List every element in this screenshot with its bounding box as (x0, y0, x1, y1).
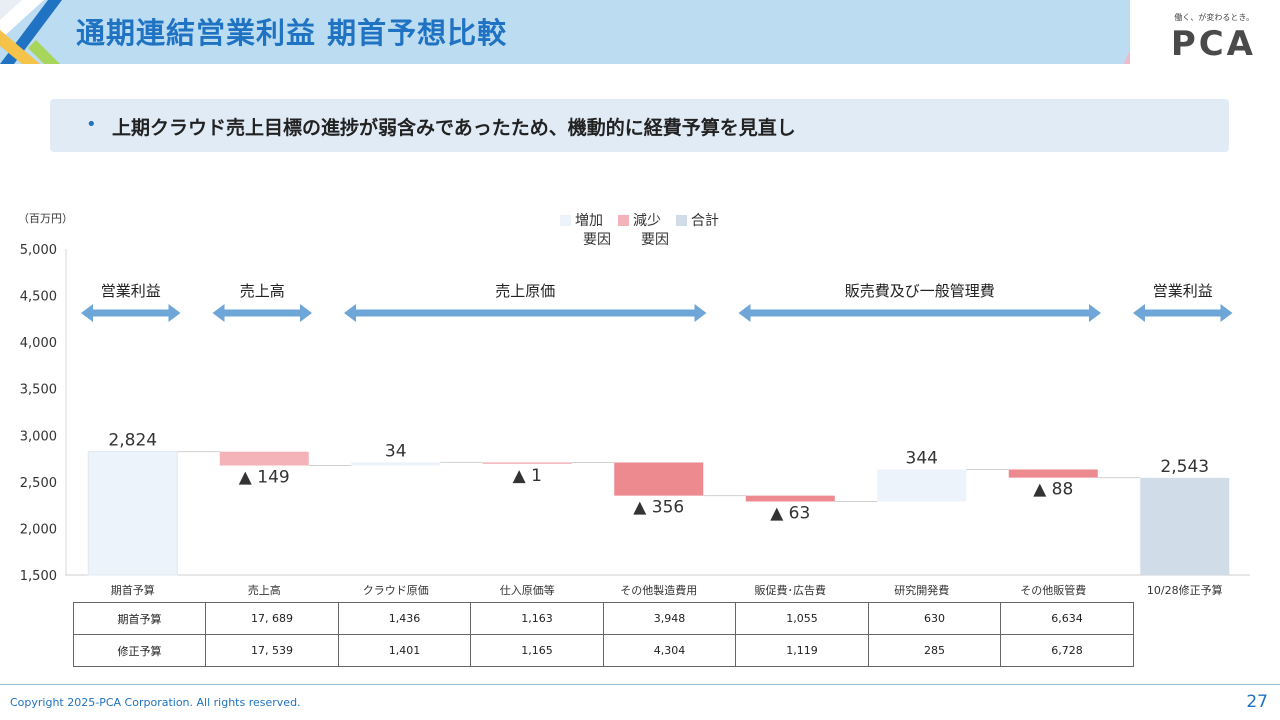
table-cell: 3,948 (603, 602, 736, 635)
data-label: 2,824 (108, 431, 157, 451)
table-cell: 1,119 (735, 634, 869, 667)
table-cell: 17, 689 (205, 602, 339, 635)
legend-sub-decrease: 要因 (641, 232, 669, 248)
bar-2 (351, 462, 441, 466)
category-label: 研究開発費 (894, 583, 949, 597)
group-label: 売上原価 (495, 282, 555, 300)
group-brackets: 営業利益 売上高 売上原価 販売費及び一般管理費 営業利益 (81, 282, 1233, 322)
legend-label-total: 合計 (691, 213, 719, 229)
category-label: クラウド原価 (363, 584, 429, 597)
summary-banner: • 上期クラウド売上目標の進捗が弱含みであったため、機動的に経費予算を見直し (50, 99, 1229, 152)
unit-label: （百万円） (18, 212, 73, 225)
group-label: 営業利益 (101, 282, 161, 300)
logo-area: 働く、が変わるとき。 PCA (1130, 0, 1280, 64)
data-label: ▲ 149 (239, 468, 290, 488)
group-arrow-icon (738, 304, 1101, 322)
table-cell: 17, 539 (205, 634, 339, 667)
legend-label-increase: 増加 (575, 213, 603, 229)
bar-3 (482, 462, 572, 464)
legend-swatch-total (676, 215, 687, 226)
bars: 2,824 ▲ 149 34 ▲ 1 ▲ 356 ▲ 63 344 ▲ 88 2,543 (87, 431, 1230, 576)
table-cell: 285 (868, 634, 1001, 667)
bar-0 (87, 451, 178, 576)
legend-sub-increase: 要因 (583, 232, 611, 248)
data-label: 34 (385, 441, 407, 461)
group-arrow-icon (212, 304, 312, 322)
legend-swatch-increase (560, 215, 571, 226)
table-cell: 6,634 (1000, 602, 1134, 635)
group-arrow-icon (344, 304, 707, 322)
y-tick-label: 5,000 (20, 243, 57, 258)
table-cell: 1,163 (470, 602, 604, 635)
category-label: 10/28修正予算 (1147, 583, 1223, 597)
category-label: その他製造費用 (620, 583, 697, 597)
bar-1 (219, 451, 309, 466)
table-cell: 1,055 (735, 602, 869, 635)
y-tick-label: 2,000 (20, 522, 57, 537)
page-title: 通期連結営業利益 期首予想比較 (76, 16, 508, 50)
group-arrow-icon (81, 304, 181, 322)
legend-item-increase: 増加 (560, 210, 603, 230)
legend-item-decrease: 減少 (618, 210, 661, 230)
bar-7 (1008, 469, 1098, 478)
bar-6 (877, 469, 967, 502)
page-number: 27 (1246, 692, 1268, 712)
row-header: 修正予算 (73, 634, 206, 667)
data-label: 2,543 (1160, 457, 1209, 477)
category-label: その他販管費 (1020, 583, 1086, 597)
bullet-icon: • (86, 114, 97, 135)
category-label: 売上高 (248, 583, 281, 597)
logo-tagline: 働く、が変わるとき。 (1174, 13, 1254, 22)
data-label: ▲ 63 (770, 504, 810, 524)
category-labels: 期首予算 売上高 クラウド原価 仕入原価等 その他製造費用 販促費･広告費 研究開発費 その他… (111, 583, 1223, 597)
copyright: Copyright 2025-PCA Corporation. All righ… (10, 696, 301, 709)
waterfall-chart: 1,500 2,000 2,500 3,000 3,500 4,000 4,500 5,000… (20, 243, 1250, 597)
table-cell: 4,304 (603, 634, 736, 667)
bar-5 (745, 495, 835, 502)
y-tick-label: 4,000 (20, 336, 57, 351)
group-label: 売上高 (240, 282, 285, 300)
y-tick-label: 3,500 (20, 383, 57, 398)
header-bar: 通期連結営業利益 期首予想比較 働く、が変わるとき。 PCA (0, 0, 1280, 64)
data-label: ▲ 1 (513, 466, 542, 486)
group-label: 販売費及び一般管理費 (845, 282, 995, 300)
table-cell: 630 (868, 602, 1001, 635)
y-tick-label: 4,500 (20, 290, 57, 305)
row-header: 期首予算 (73, 602, 206, 635)
table-row: 修正予算 17, 539 1,401 1,165 4,304 1,119 285 6,728 (73, 634, 1134, 667)
group-label: 営業利益 (1153, 282, 1213, 300)
category-label: 期首予算 (111, 583, 155, 597)
summary-text: 上期クラウド売上目標の進捗が弱含みであったため、機動的に経費予算を見直し (112, 117, 796, 139)
budget-table: 期首予算 17, 689 1,436 1,163 3,948 1,055 630 6,634 修… (73, 602, 1134, 667)
data-label: 344 (906, 448, 938, 468)
table-cell: 1,401 (338, 634, 471, 667)
table-cell: 6,728 (1000, 634, 1134, 667)
table-row: 期首予算 17, 689 1,436 1,163 3,948 1,055 630 6,634 (73, 602, 1134, 635)
category-label: 販促費･広告費 (755, 583, 827, 597)
table-cell: 1,165 (470, 634, 604, 667)
y-tick-label: 1,500 (20, 569, 57, 584)
y-axis: 1,500 2,000 2,500 3,000 3,500 4,000 4,500 5,000 (20, 243, 67, 584)
bar-8 (1140, 477, 1230, 575)
bar-4 (614, 462, 704, 496)
corner-decoration-icon (0, 0, 62, 64)
data-label: ▲ 356 (633, 498, 684, 518)
legend-label-decrease: 減少 (633, 213, 661, 229)
data-label: ▲ 88 (1033, 480, 1073, 500)
legend-item-total: 合計 (676, 210, 719, 230)
group-arrow-icon (1133, 304, 1233, 322)
footer-divider (0, 684, 1280, 685)
y-tick-label: 3,000 (20, 429, 57, 444)
logo: PCA (1170, 24, 1256, 64)
y-tick-label: 2,500 (20, 476, 57, 491)
legend-swatch-decrease (618, 215, 629, 226)
category-label: 仕入原価等 (500, 583, 555, 597)
table-cell: 1,436 (338, 602, 471, 635)
